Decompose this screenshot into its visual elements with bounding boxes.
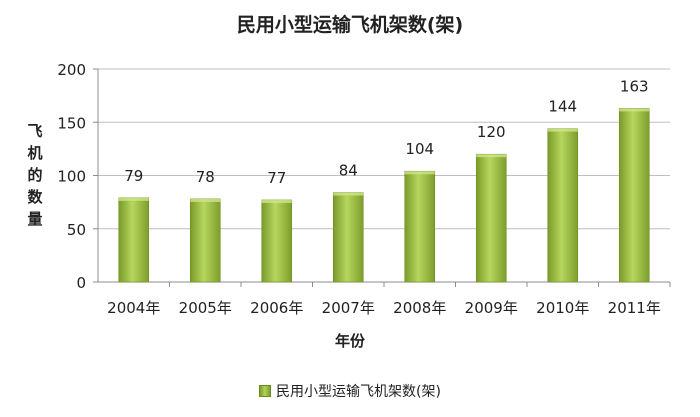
bar-top-highlight	[619, 108, 650, 112]
bar-top-highlight	[547, 128, 578, 132]
y-tick-label: 50	[67, 221, 86, 239]
x-tick-label: 2011年	[608, 299, 661, 317]
y-tick-label: 150	[57, 114, 86, 132]
x-tick-label: 2009年	[465, 299, 518, 317]
bar-top-highlight	[333, 192, 364, 196]
bar	[618, 108, 650, 283]
bar	[189, 198, 221, 283]
data-label: 104	[405, 140, 434, 158]
x-tick-label: 2010年	[536, 299, 589, 317]
bar	[332, 192, 364, 283]
y-tick-label: 100	[57, 168, 86, 186]
data-label: 79	[124, 167, 143, 185]
bar-top-highlight	[261, 199, 292, 203]
chart-title: 民用小型运输飞机架数(架)	[236, 14, 464, 36]
bar	[404, 170, 436, 283]
data-label: 120	[477, 123, 506, 141]
bar-top-highlight	[476, 154, 507, 158]
data-label: 84	[339, 162, 358, 180]
data-label: 163	[620, 77, 649, 95]
data-label: 78	[196, 168, 215, 186]
x-tick-label: 2006年	[250, 299, 303, 317]
bar	[261, 199, 293, 283]
bar	[547, 128, 579, 283]
y-axis-label: 飞机的数量	[27, 122, 43, 228]
legend-label: 民用小型运输飞机架数(架)	[276, 384, 441, 400]
bar	[118, 197, 150, 283]
bar-top-highlight	[118, 197, 149, 201]
data-label: 144	[548, 98, 577, 116]
x-tick-label: 2005年	[179, 299, 232, 317]
data-label: 77	[267, 169, 286, 187]
bar	[475, 153, 507, 283]
y-tick-label: 200	[57, 61, 86, 79]
x-axis-label: 年份	[334, 332, 365, 350]
legend: 民用小型运输飞机架数(架)	[0, 381, 700, 401]
bar-top-highlight	[404, 171, 435, 175]
bar-top-highlight	[190, 198, 221, 202]
y-tick-label: 0	[76, 274, 86, 292]
legend-swatch	[259, 385, 272, 397]
x-tick-label: 2004年	[107, 299, 160, 317]
x-tick-label: 2008年	[393, 299, 446, 317]
x-tick-label: 2007年	[322, 299, 375, 317]
